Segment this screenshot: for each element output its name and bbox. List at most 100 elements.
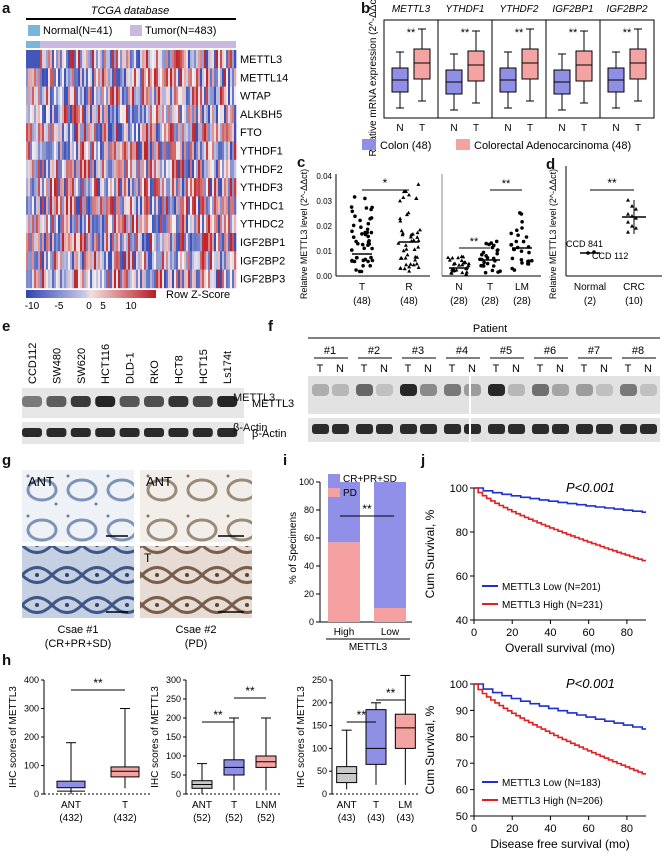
heatmap-cell — [62, 104, 65, 124]
data-point — [447, 258, 452, 262]
heatmap-cell — [172, 123, 175, 142]
heatmap-cell — [176, 196, 179, 215]
boxplot-gene-title: IGF2BP2 — [606, 4, 648, 15]
heatmap-cell — [198, 251, 201, 270]
heatmap-cell — [46, 233, 49, 252]
heatmap-cell — [140, 178, 143, 197]
legend-label-response: CR+PR+SD — [343, 474, 397, 485]
heatmap-cell — [72, 214, 75, 234]
heatmap-cell — [170, 251, 173, 270]
data-point — [416, 182, 421, 186]
patient-id: #3 — [412, 345, 424, 357]
data-point — [354, 239, 358, 244]
panel-c-ytick: 0.00 — [316, 272, 332, 281]
heatmap-cell — [188, 141, 191, 161]
heatmap-cell — [194, 104, 197, 124]
heatmap-cell — [146, 251, 149, 270]
heatmap-cell — [54, 123, 57, 142]
data-point — [485, 261, 490, 266]
heatmap-cell — [168, 68, 171, 87]
heatmap-cell — [124, 86, 127, 106]
patient-blot-label-actin: β-Actin — [233, 422, 268, 434]
heatmap-cell — [162, 86, 165, 106]
km-legend-low: METTL3 Low (N=183) — [502, 778, 601, 789]
heatmap-cell — [220, 68, 223, 87]
heatmap-cell — [182, 68, 185, 87]
heatmap-cell — [184, 233, 187, 252]
heatmap-cell — [140, 196, 143, 215]
heatmap-cell — [206, 251, 209, 270]
heatmap-cell — [142, 251, 145, 270]
xtick-label: 20 — [506, 823, 518, 835]
heatmap-cell — [206, 104, 209, 124]
heatmap-cell — [88, 86, 91, 106]
heatmap-cell — [228, 86, 231, 106]
data-point — [520, 261, 524, 265]
heatmap-cell — [230, 178, 233, 197]
case2-label: Csae #2 — [176, 624, 217, 636]
heatmap-cell — [196, 104, 199, 124]
heatmap-cell — [154, 214, 157, 234]
heatmap-cell — [198, 50, 201, 69]
heatmap-cell — [110, 141, 113, 161]
heatmap-cell — [28, 68, 31, 87]
heatmap-cell — [36, 214, 39, 234]
panel-h-ylabel: IHC scores of METTL3 — [296, 686, 307, 788]
heatmap-cell — [98, 123, 101, 142]
panel-c-ytick: 0.04 — [316, 172, 332, 181]
heatmap-cell — [80, 178, 83, 197]
heatmap-cell — [226, 214, 229, 234]
data-point — [490, 268, 495, 273]
band — [22, 396, 42, 407]
heatmap-cell — [90, 233, 93, 252]
panel-label-j: j — [421, 452, 426, 469]
heatmap-cell — [154, 123, 157, 142]
heatmap-cell — [144, 233, 147, 252]
heatmap-cell — [64, 50, 67, 69]
heatmap-cell — [102, 68, 105, 87]
data-point — [592, 250, 596, 254]
legend-swatch-pd — [328, 488, 340, 497]
heatmap-cell — [70, 233, 73, 252]
heatmap-cell — [36, 141, 39, 161]
heatmap-cell — [100, 178, 103, 197]
heatmap-cell — [166, 68, 169, 87]
heatmap-cell — [104, 123, 107, 142]
heatmap-cell — [48, 196, 51, 215]
zscore-tick: -10 — [25, 301, 40, 312]
band — [119, 428, 140, 437]
data-point — [515, 228, 519, 233]
heatmap-cell — [206, 214, 209, 234]
sig-marker: ** — [386, 686, 396, 700]
heatmap-cell — [226, 233, 229, 252]
heatmap-cell — [144, 104, 147, 124]
heatmap-cell — [118, 269, 121, 289]
heatmap-cell — [78, 159, 81, 179]
heatmap-cell — [140, 269, 143, 289]
band — [70, 428, 91, 437]
heatmap-cell — [184, 251, 187, 270]
heatmap-cell — [122, 68, 125, 87]
heatmap-cell — [26, 214, 29, 234]
heatmap-cell — [220, 233, 223, 252]
data-point — [402, 266, 407, 271]
heatmap-cell — [188, 269, 191, 289]
heatmap-cell — [128, 178, 131, 197]
heatmap-cell — [72, 251, 75, 270]
data-point — [355, 255, 359, 260]
heatmap-cell — [160, 104, 163, 124]
xtick-label: 0 — [471, 823, 477, 835]
heatmap-cell — [198, 141, 201, 161]
heatmap-cell — [142, 50, 145, 69]
heatmap-cell — [230, 159, 233, 179]
heatmap-cell — [50, 159, 53, 179]
heatmap-cell — [82, 141, 85, 161]
data-point — [362, 246, 366, 251]
tn-label: N — [380, 363, 388, 375]
heatmap-cell — [148, 86, 151, 106]
data-point — [369, 207, 373, 212]
heatmap-cell — [204, 251, 207, 270]
heatmap-cell — [220, 269, 223, 289]
heatmap-cell — [112, 233, 115, 252]
